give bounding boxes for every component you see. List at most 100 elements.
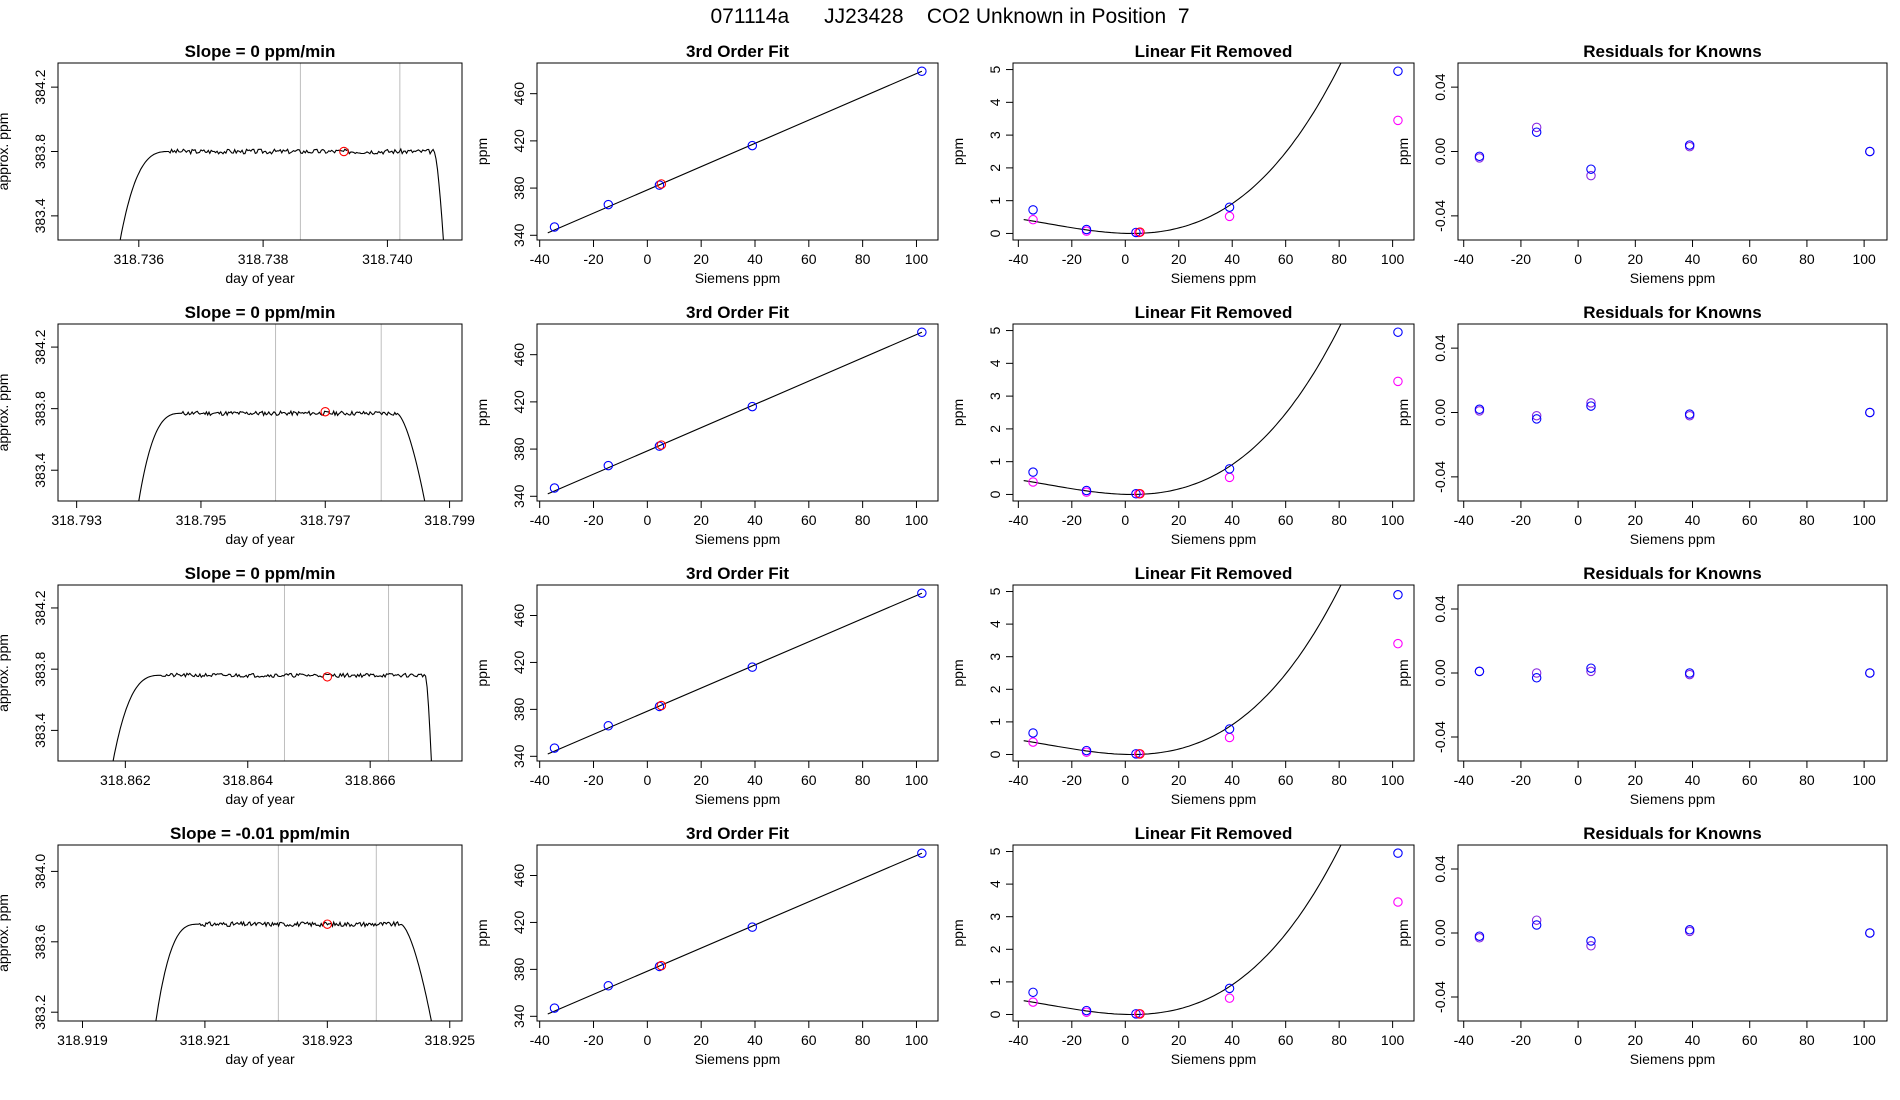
y-axis-label: ppm [1395, 138, 1411, 165]
panel-title: Residuals for Knowns [1583, 564, 1762, 583]
known-point [1865, 668, 1875, 678]
known-point [1224, 983, 1235, 994]
alt-point [1531, 122, 1542, 133]
x-axis-label: day of year [225, 531, 295, 547]
x-tick-label: 60 [1278, 772, 1294, 788]
alt-point [1393, 376, 1403, 387]
known-point [1865, 146, 1875, 157]
x-tick-label: -20 [1062, 772, 1082, 788]
x-tick-label: 20 [1628, 772, 1644, 788]
mean-marker [339, 146, 349, 157]
known-point [1028, 987, 1038, 998]
known-point [1586, 401, 1596, 411]
plot-frame [57, 584, 463, 762]
y-tick-label: 0.04 [1432, 595, 1448, 622]
x-tick-label: 318.866 [345, 772, 396, 788]
y-tick-label: -0.04 [1432, 461, 1448, 493]
known-point [1393, 327, 1403, 337]
alt-point [1028, 737, 1038, 747]
y-tick-label: 4 [987, 98, 1003, 106]
figure-suptitle: 071114a JJ23428 CO2 Unknown in Position … [710, 5, 1190, 28]
x-axis-label: Siemens ppm [1630, 1051, 1716, 1067]
y-tick-label: 420 [511, 390, 527, 414]
x-tick-label: 40 [1685, 772, 1701, 788]
plot-frame [1012, 323, 1415, 502]
alt-point [1586, 170, 1596, 181]
x-tick-label: 100 [1381, 251, 1405, 267]
known-point [747, 922, 758, 932]
x-tick-label: 100 [905, 512, 929, 528]
y-tick-label: 384.0 [32, 854, 48, 889]
known-point [1865, 928, 1875, 938]
x-tick-label: 20 [693, 251, 709, 267]
known-point [1531, 920, 1542, 930]
alt-point [1531, 668, 1542, 678]
x-tick-label: 60 [1278, 251, 1294, 267]
known-point [1684, 409, 1695, 419]
x-tick-label: 20 [1628, 251, 1644, 267]
unknown-point [1135, 227, 1145, 237]
panel-r0-c2: Linear Fit Removed Siemens ppm ppm -40 -20 0 2… [950, 42, 1415, 286]
known-point [603, 460, 614, 471]
x-tick-label: 0 [643, 512, 651, 528]
y-tick-label: -0.04 [1432, 981, 1448, 1013]
alt-point [1586, 666, 1596, 677]
x-tick-label: -20 [1511, 1032, 1531, 1048]
x-tick-label: 40 [747, 772, 763, 788]
alt-point [1393, 638, 1403, 649]
x-tick-label: 20 [693, 512, 709, 528]
y-axis-label: ppm [474, 659, 490, 686]
known-point [1131, 489, 1141, 499]
fit-line [547, 592, 923, 755]
x-tick-label: 318.864 [222, 772, 273, 788]
x-tick-label: 318.793 [51, 512, 102, 528]
x-axis-label: Siemens ppm [1171, 791, 1257, 807]
known-point [1684, 668, 1695, 678]
panel-title: Slope = 0 ppm/min [185, 303, 336, 322]
x-tick-label: 318.736 [113, 251, 164, 267]
x-tick-label: 318.797 [300, 512, 351, 528]
x-axis-label: day of year [225, 791, 295, 807]
x-tick-label: 60 [801, 1032, 817, 1048]
x-axis-label: Siemens ppm [1171, 270, 1257, 286]
x-tick-label: 20 [1171, 251, 1187, 267]
x-tick-label: -40 [530, 512, 550, 528]
x-tick-label: 0 [1574, 772, 1582, 788]
known-point [1586, 663, 1596, 673]
fit-curve [1023, 845, 1342, 1016]
known-point [603, 199, 614, 210]
known-point [917, 848, 927, 858]
known-point [917, 588, 927, 598]
x-tick-label: -40 [1008, 512, 1028, 528]
x-tick-label: 20 [1171, 772, 1187, 788]
x-tick-label: 0 [643, 251, 651, 267]
plot-area [112, 585, 432, 761]
alt-point [1028, 477, 1038, 487]
known-point [1474, 151, 1485, 162]
x-tick-label: 40 [747, 1032, 763, 1048]
y-tick-label: 2 [987, 164, 1003, 172]
alt-point [1224, 472, 1235, 483]
x-tick-label: -20 [1062, 1032, 1082, 1048]
y-tick-label: 383.8 [32, 391, 48, 426]
x-tick-label: 40 [1224, 251, 1240, 267]
panel-title: Slope = -0.01 ppm/min [170, 824, 350, 843]
unknown-point [656, 440, 667, 450]
panel-r1-c1: 3rd Order Fit Siemens ppm ppm -40 -20 0 20 40 60… [474, 303, 939, 547]
mean-marker [322, 672, 333, 682]
x-axis-label: Siemens ppm [695, 791, 781, 807]
known-point [654, 701, 665, 712]
x-tick-label: 100 [1852, 512, 1876, 528]
alt-point [1224, 732, 1235, 743]
y-axis-label: ppm [474, 138, 490, 165]
plot-frame [1012, 844, 1415, 1022]
panel-r3-c0: Slope = -0.01 ppm/min day of year approx. … [0, 824, 475, 1067]
y-axis-label: ppm [950, 659, 966, 686]
x-tick-label: 318.921 [180, 1032, 231, 1048]
x-tick-label: -20 [583, 251, 603, 267]
known-point [1684, 925, 1695, 935]
y-tick-label: 383.8 [32, 134, 48, 169]
panel-r2-c1: 3rd Order Fit Siemens ppm ppm -40 -20 0 20 40 60… [474, 564, 939, 807]
y-tick-label: 0.00 [1432, 399, 1448, 426]
alt-point [1028, 214, 1038, 225]
